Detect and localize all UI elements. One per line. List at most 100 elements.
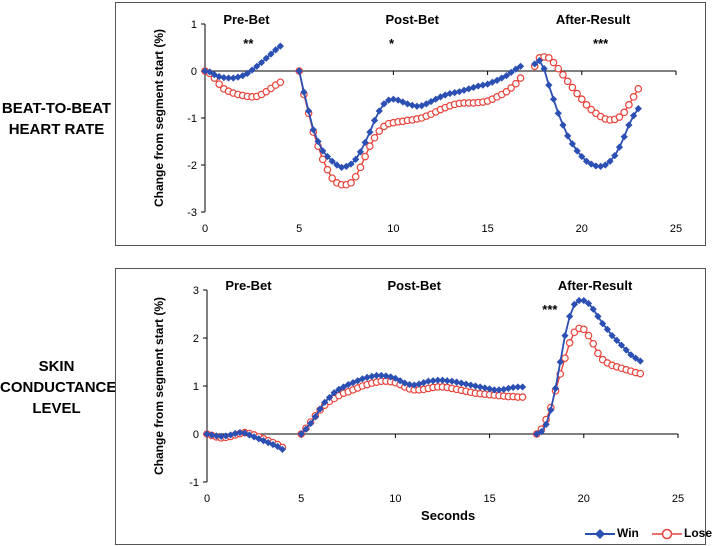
y-axis-title: Change from segment start (%) (152, 297, 166, 475)
data-point-win (354, 377, 362, 385)
data-point-win (573, 147, 581, 155)
data-point-win (575, 296, 583, 305)
data-point-win (396, 377, 404, 385)
data-point-win (594, 312, 602, 320)
data-point-win (229, 74, 237, 82)
data-point-win (380, 100, 388, 108)
data-point-win (504, 384, 513, 392)
data-point-win (370, 116, 379, 124)
data-point-win (231, 429, 239, 438)
data-point-win (429, 377, 437, 385)
x-tick-label: 20 (576, 223, 588, 235)
data-point-win (547, 406, 555, 414)
data-point-win (295, 67, 303, 75)
data-point-win (307, 419, 315, 428)
x-tick-label: 15 (483, 493, 495, 505)
data-point-win (234, 73, 242, 81)
data-point-win (389, 95, 397, 103)
data-point-win (305, 107, 313, 115)
data-point-win (531, 60, 539, 68)
data-point-lose (375, 127, 384, 135)
data-point-win (441, 91, 449, 99)
significance-marker: ** (243, 36, 254, 51)
data-point-win (561, 332, 569, 340)
data-point-win (245, 431, 253, 439)
data-point-win (206, 68, 214, 76)
data-point-win (493, 76, 501, 84)
row-label-line: BEAT-TO-BEAT (1, 100, 112, 117)
data-point-win (413, 102, 421, 110)
data-point-win (220, 73, 228, 82)
data-point-win (314, 137, 322, 146)
data-point-win (484, 80, 492, 88)
data-point-win (382, 372, 390, 380)
y-tick-label: 1 (193, 381, 199, 393)
data-point-win (601, 161, 609, 169)
data-point-win (465, 85, 473, 93)
data-point-win (363, 373, 371, 381)
data-point-win (253, 62, 261, 70)
data-point-lose (559, 70, 567, 79)
data-point-win (622, 346, 630, 354)
data-point-lose (577, 95, 586, 104)
data-point-win (224, 74, 233, 82)
x-tick-label: 20 (578, 493, 590, 505)
segment-label: Pre-Bet (223, 12, 270, 27)
legend-win-marker (585, 528, 615, 539)
data-point-win (453, 378, 461, 386)
data-point-lose (356, 163, 365, 172)
data-point-lose (516, 74, 525, 82)
series-line-lose (536, 327, 641, 435)
data-point-lose (563, 77, 572, 86)
data-point-win (311, 413, 319, 421)
data-point-win (443, 377, 451, 385)
row-label-line: SKIN (38, 358, 75, 375)
data-point-win (203, 430, 211, 438)
row-label-line: HEART RATE (8, 121, 105, 138)
data-point-lose (512, 79, 520, 88)
data-point-win (438, 376, 447, 384)
data-point-lose (589, 339, 598, 348)
significance-marker: *** (542, 302, 558, 317)
y-tick-label: -1 (189, 477, 199, 489)
row-label-skin-conductance: SKIN CONDUCTANCE LEVEL (0, 356, 117, 419)
data-point-win (627, 351, 635, 359)
data-point-win (375, 107, 383, 115)
data-point-win (418, 102, 426, 110)
data-point-win (467, 381, 475, 389)
data-point-win (448, 377, 456, 385)
data-point-win (486, 385, 494, 393)
data-point-win (368, 372, 376, 380)
legend-win: Win (585, 526, 639, 541)
legend-lose-label: Lose (684, 526, 713, 540)
data-point-win (632, 354, 640, 362)
data-point-win (500, 385, 508, 393)
data-point-win (479, 81, 487, 89)
data-point-win (556, 358, 564, 366)
data-point-win (551, 384, 560, 392)
data-point-win (248, 66, 256, 74)
data-point-win (366, 128, 374, 136)
data-point-win (476, 383, 484, 391)
data-point-win (337, 163, 346, 171)
row-label-line: CONDUCTANCE (0, 379, 117, 396)
data-point-win (222, 432, 230, 440)
data-point-win (201, 67, 209, 75)
data-point-win (564, 132, 572, 140)
data-point-win (274, 442, 282, 451)
data-point-win (580, 296, 588, 305)
x-tick-label: 10 (387, 223, 399, 235)
data-point-win (226, 431, 235, 439)
data-point-lose (276, 78, 285, 87)
data-point-win (469, 83, 478, 92)
data-point-win (603, 325, 611, 333)
data-point-win (424, 377, 432, 385)
x-tick-label: 25 (672, 493, 684, 505)
data-point-win (471, 382, 480, 390)
data-point-win (462, 380, 470, 388)
y-axis-title: Change from segment start (%) (152, 29, 166, 207)
y-tick-label: 0 (191, 66, 197, 78)
row-label-heart-rate: BEAT-TO-BEAT HEART RATE (0, 98, 113, 140)
data-point-win (319, 147, 327, 155)
data-point-win (554, 109, 562, 117)
